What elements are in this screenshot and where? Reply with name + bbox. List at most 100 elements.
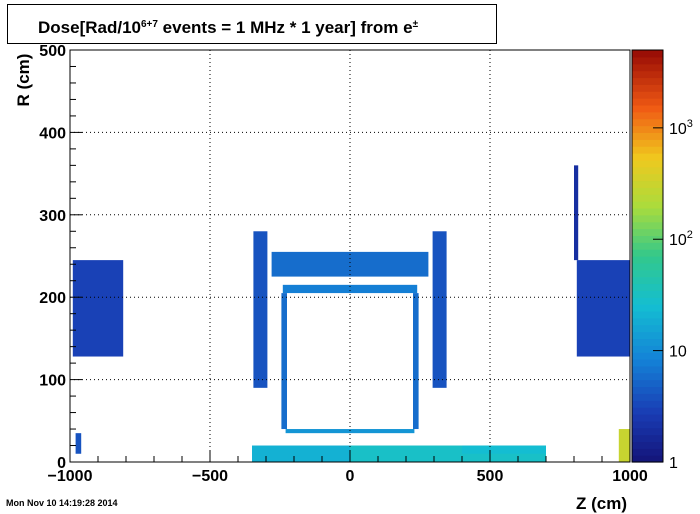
colorbar-cell (632, 304, 663, 312)
colorbar-tick-label: 103 (669, 118, 693, 138)
title-middle: events = 1 MHz * 1 year] from e (157, 18, 413, 37)
title-prefix: Dose[Rad/10 (38, 18, 141, 37)
colorbar-cell (632, 434, 663, 442)
colorbar-cell (632, 372, 663, 381)
colorbar-cell (632, 201, 663, 209)
colorbar-cell (632, 441, 663, 449)
dose-region-0 (72, 260, 124, 357)
colorbar-cell (632, 84, 663, 92)
x-tick-label: 500 (477, 468, 504, 485)
colorbar-cell (632, 98, 663, 106)
dose-region-1 (576, 260, 630, 357)
y-tick-label: 200 (39, 290, 66, 307)
dose-region-2 (574, 165, 579, 261)
colorbar-cell (632, 207, 663, 216)
colorbar-cell (632, 118, 663, 127)
colorbar-cell (632, 249, 663, 257)
colorbar-cell (632, 269, 663, 278)
colorbar-cell (632, 104, 663, 113)
colorbar-cell (632, 125, 663, 133)
colorbar-tick-label: 102 (669, 229, 693, 249)
dose-region-9 (285, 429, 415, 434)
x-tick-label: −1000 (48, 468, 93, 485)
x-tick-label: 0 (346, 468, 355, 485)
colorbar-cell (632, 91, 663, 99)
title-box: Dose[Rad/106+7 events = 1 MHz * 1 year] … (7, 4, 497, 44)
colorbar-cell (632, 420, 663, 429)
dose-region-6 (413, 293, 419, 430)
colorbar-cell (632, 256, 663, 264)
colorbar-cell (632, 180, 663, 188)
colorbar-cell (632, 50, 663, 58)
colorbar-cell (632, 187, 663, 195)
colorbar-cell (632, 400, 663, 408)
colorbar-cell (632, 427, 663, 436)
dose-region-4 (282, 284, 418, 294)
colorbar-cell (632, 262, 663, 271)
y-tick-label: 100 (39, 373, 66, 390)
dose-region-5 (281, 293, 287, 430)
dose-region-8 (432, 231, 447, 388)
colorbar-cell (632, 352, 663, 360)
colorbar-cell (632, 345, 663, 353)
colorbar-cell (632, 324, 663, 333)
colorbar-cell (632, 283, 663, 291)
title-particle-sign: ± (412, 19, 419, 30)
colorbar-cell (632, 70, 663, 79)
y-tick-label: 400 (39, 125, 66, 142)
colorbar-cell (632, 331, 663, 339)
dose-region-3 (271, 251, 429, 277)
colorbar-cell (632, 228, 663, 236)
y-tick-label: 300 (39, 208, 66, 225)
dose-region-12 (462, 445, 546, 454)
colorbar-cell (632, 77, 663, 85)
colorbar-cell (632, 63, 663, 72)
colorbar-cell (632, 194, 663, 202)
x-tick-label: 1000 (612, 468, 648, 485)
colorbar-cell (632, 379, 663, 388)
colorbar-cell (632, 146, 663, 154)
title-exponent: 6+7 (140, 19, 158, 30)
colorbar-cell (632, 159, 663, 168)
colorbar-cell (632, 290, 663, 298)
colorbar-cell (632, 407, 663, 415)
colorbar-cell (632, 317, 663, 326)
x-tick-label: −500 (192, 468, 228, 485)
colorbar-tick-label: 1 (669, 455, 678, 472)
dose-region-13 (618, 429, 630, 462)
colorbar-cell (632, 214, 663, 223)
colorbar-cell (632, 166, 663, 175)
colorbar-cell (632, 365, 663, 374)
colorbar-cell (632, 111, 663, 120)
colorbar-cell (632, 221, 663, 230)
colorbar-cell (632, 386, 663, 394)
chart-title: Dose[Rad/106+7 events = 1 MHz * 1 year] … (38, 18, 418, 38)
x-axis-label: Z (cm) (576, 494, 627, 513)
dose-region-14 (75, 433, 82, 454)
y-tick-label: 0 (57, 455, 66, 472)
colorbar-cell (632, 276, 663, 285)
colorbar-cell (632, 242, 663, 250)
colorbar-cell (632, 235, 663, 243)
colorbar-cell (632, 56, 663, 65)
timestamp: Mon Nov 10 14:19:28 2014 (6, 498, 118, 508)
colorbar-cell (632, 132, 663, 140)
y-tick-label: 500 (39, 43, 66, 60)
colorbar-cell (632, 448, 663, 456)
colorbar-cell (632, 297, 663, 305)
colorbar-cell (632, 310, 663, 319)
y-axis-label: R (cm) (14, 53, 33, 107)
colorbar-frame (631, 49, 664, 463)
colorbar-cell (632, 153, 663, 161)
dose-region-7 (253, 231, 268, 388)
colorbar-cell (632, 173, 663, 182)
colorbar-cell (632, 413, 663, 422)
colorbar-cell (632, 139, 663, 147)
colorbar-cell (632, 359, 663, 367)
colorbar-cell (632, 338, 663, 346)
colorbar-tick-label: 10 (669, 344, 687, 361)
colorbar-cell (632, 393, 663, 401)
colorbar-cell (632, 455, 663, 463)
dose-region-10 (252, 445, 350, 462)
